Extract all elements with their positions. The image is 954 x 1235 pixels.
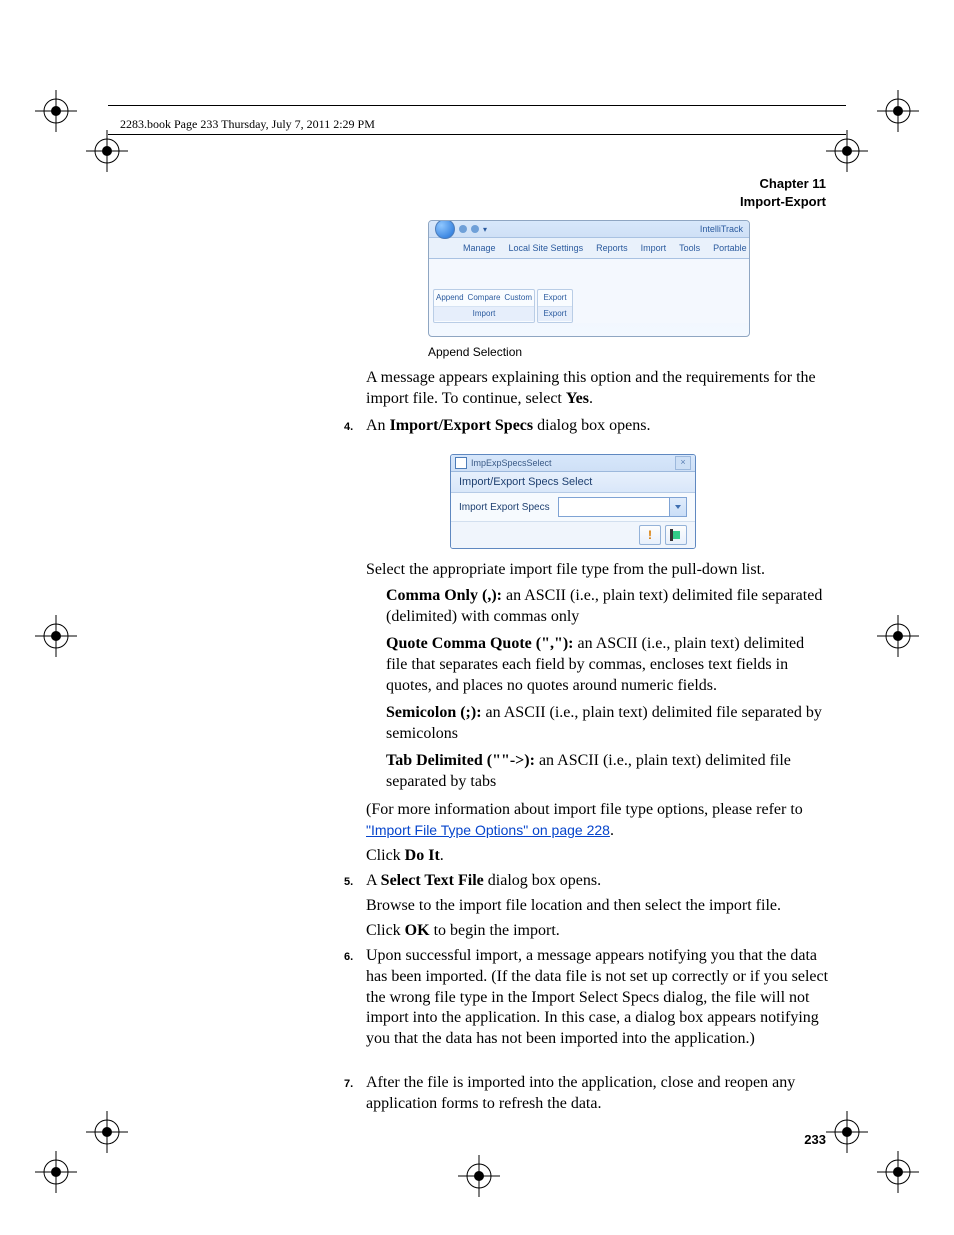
step-number: 7. bbox=[344, 1078, 353, 1090]
body-paragraph: Browse to the import file location and t… bbox=[366, 896, 832, 917]
figure-caption: Append Selection bbox=[428, 345, 522, 359]
crop-mark-icon bbox=[35, 1151, 77, 1193]
chevron-down-icon bbox=[675, 505, 681, 509]
qat-icon bbox=[459, 225, 467, 233]
dialog-titlebar: ImpExpSpecsSelect × bbox=[451, 455, 695, 472]
ribbon-group-import: Append Compare Custom Import bbox=[433, 289, 535, 323]
office-orb-icon bbox=[435, 220, 455, 239]
ribbon-group-label: Import bbox=[434, 307, 534, 321]
xref-link[interactable]: "Import File Type Options" on page 228 bbox=[366, 822, 610, 838]
crop-mark-icon bbox=[458, 1155, 500, 1197]
step-text: After the file is imported into the appl… bbox=[366, 1073, 832, 1115]
crop-mark-icon bbox=[877, 615, 919, 657]
qat-more-icon: ▾ bbox=[483, 225, 487, 234]
ribbon-tab: Manage bbox=[463, 243, 496, 253]
text: . bbox=[610, 822, 614, 839]
warning-button: ! bbox=[639, 525, 661, 545]
crop-mark-icon bbox=[35, 90, 77, 132]
ribbon-tab: Tools bbox=[679, 243, 700, 253]
body-paragraph: Select the appropriate import file type … bbox=[366, 560, 832, 581]
do-it-button bbox=[665, 525, 687, 545]
step-text: An Import/Export Specs dialog box opens. bbox=[366, 416, 826, 437]
crop-mark-icon bbox=[35, 615, 77, 657]
step-text: Upon successful import, a message appear… bbox=[366, 946, 832, 1050]
text-bold: Import/Export Specs bbox=[390, 417, 534, 434]
crop-mark-icon bbox=[826, 1111, 868, 1153]
text-bold: Quote Comma Quote (","): bbox=[386, 635, 574, 652]
body-paragraph: Click OK to begin the import. bbox=[366, 921, 832, 942]
flag-icon bbox=[672, 531, 680, 539]
text-bold: Do It bbox=[405, 847, 440, 864]
ribbon-screenshot: ▾ IntelliTrack Manage Local Site Setting… bbox=[428, 220, 750, 337]
chapter-line1: Chapter 11 bbox=[740, 175, 826, 193]
text-bold: Tab Delimited (""->): bbox=[386, 752, 535, 769]
dialog-screenshot: ImpExpSpecsSelect × Import/Export Specs … bbox=[450, 454, 696, 549]
text-bold: OK bbox=[405, 922, 430, 939]
ribbon-tab: Local Site Settings bbox=[509, 243, 584, 253]
text-bold: Semicolon (;): bbox=[386, 704, 482, 721]
text: dialog box opens. bbox=[533, 417, 650, 434]
ribbon-item: Compare bbox=[468, 290, 501, 306]
body-paragraph: A message appears explaining this option… bbox=[366, 368, 826, 410]
step-number: 5. bbox=[344, 876, 353, 888]
text: to begin the import. bbox=[430, 922, 560, 939]
text: An bbox=[366, 417, 390, 434]
ribbon-tab: Reports bbox=[596, 243, 628, 253]
text-bold: Select Text File bbox=[381, 872, 484, 889]
dialog-subtitle: Import/Export Specs Select bbox=[451, 472, 695, 493]
window-icon bbox=[455, 457, 467, 469]
crop-mark-icon bbox=[877, 1151, 919, 1193]
text: Click bbox=[366, 922, 405, 939]
crop-mark-icon bbox=[877, 90, 919, 132]
text: dialog box opens. bbox=[484, 872, 601, 889]
option-item: Tab Delimited (""->): an ASCII (i.e., pl… bbox=[386, 751, 828, 793]
text: A bbox=[366, 872, 381, 889]
close-icon: × bbox=[675, 456, 691, 470]
ribbon-item: Export bbox=[543, 290, 566, 306]
crop-mark-icon bbox=[86, 1111, 128, 1153]
chapter-heading: Chapter 11 Import-Export bbox=[740, 175, 826, 210]
app-name: IntelliTrack bbox=[700, 224, 743, 234]
ribbon-item: Append bbox=[436, 290, 464, 306]
ribbon-group-export: Export Export bbox=[537, 289, 573, 323]
text: Click bbox=[366, 847, 405, 864]
ribbon-item: Custom bbox=[504, 290, 532, 306]
text: (For more information about import file … bbox=[366, 801, 803, 818]
ribbon-tab: Import bbox=[641, 243, 667, 253]
text-bold: Yes bbox=[566, 390, 589, 407]
exclamation-icon: ! bbox=[648, 528, 652, 542]
body-paragraph: (For more information about import file … bbox=[366, 800, 832, 842]
ribbon-group-label: Export bbox=[538, 307, 572, 321]
crop-mark-icon bbox=[86, 130, 128, 172]
qat-icon bbox=[471, 225, 479, 233]
step-number: 6. bbox=[344, 951, 353, 963]
step-number: 4. bbox=[344, 421, 353, 433]
specs-combobox bbox=[558, 497, 687, 517]
option-item: Quote Comma Quote (","): an ASCII (i.e.,… bbox=[386, 634, 828, 696]
dialog-title: ImpExpSpecsSelect bbox=[471, 458, 552, 468]
text: . bbox=[589, 390, 593, 407]
option-item: Semicolon (;): an ASCII (i.e., plain tex… bbox=[386, 703, 828, 745]
step-text: A Select Text File dialog box opens. bbox=[366, 871, 832, 892]
header-slug: 2283.book Page 233 Thursday, July 7, 201… bbox=[120, 117, 375, 132]
text-bold: Comma Only (,): bbox=[386, 587, 502, 604]
ribbon-tab: Portable bbox=[713, 243, 747, 253]
crop-mark-icon bbox=[826, 130, 868, 172]
ribbon-tabs: Manage Local Site Settings Reports Impor… bbox=[429, 238, 749, 259]
option-item: Comma Only (,): an ASCII (i.e., plain te… bbox=[386, 586, 828, 628]
combo-label: Import Export Specs bbox=[459, 502, 550, 513]
page-number: 233 bbox=[804, 1132, 826, 1147]
body-paragraph: Click Do It. bbox=[366, 846, 832, 867]
text: . bbox=[440, 847, 444, 864]
chapter-line2: Import-Export bbox=[740, 193, 826, 211]
